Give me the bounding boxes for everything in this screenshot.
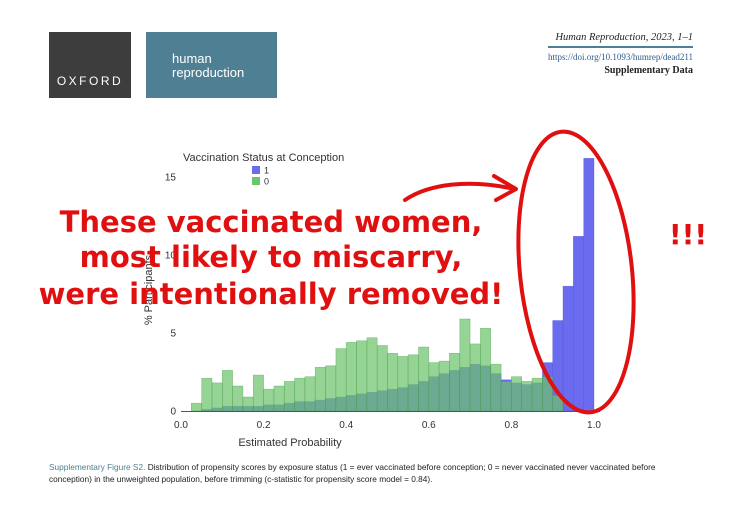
bar-series-0 — [345, 342, 357, 412]
y-axis-label: % Participants — [143, 254, 155, 325]
logo-line-1: human — [172, 51, 212, 66]
red-arrowhead-icon — [492, 174, 518, 202]
logo-line-2: reproduction — [172, 65, 245, 80]
legend-title: Vaccination Status at Conception — [183, 152, 344, 164]
bar-series-0 — [511, 376, 522, 412]
figure-caption: Supplementary Figure S2. Distribution of… — [49, 461, 699, 485]
bar-series-0 — [201, 377, 213, 412]
bar-series-0 — [366, 337, 378, 412]
doi-link[interactable]: https://doi.org/10.1093/humrep/dead211 — [548, 52, 693, 62]
legend-label-1: 1 — [264, 166, 269, 176]
highlight-ellipse — [516, 129, 636, 415]
y-tick-label: 15 — [165, 173, 177, 184]
legend-label-0: 0 — [264, 177, 269, 187]
x-tick-label: 0.2 — [257, 420, 271, 431]
bar-series-0 — [521, 381, 533, 412]
journal-citation: Human Reproduction, 2023, 1–1 — [548, 32, 693, 48]
caption-text: Distribution of propensity scores by exp… — [49, 462, 656, 484]
bar-series-0 — [376, 345, 388, 412]
bar-series-0 — [273, 385, 285, 412]
human-reproduction-logo: human reproduction — [146, 32, 277, 98]
oxford-logo: OXFORD — [49, 32, 131, 98]
bar-series-0 — [191, 402, 202, 412]
y-tick-label: 10 — [165, 251, 177, 262]
x-tick-label: 0.6 — [422, 420, 436, 431]
headline-line-1: These vaccinated women, — [60, 205, 483, 239]
legend-swatch-1 — [252, 166, 260, 174]
supplementary-label: Supplementary Data — [604, 65, 693, 76]
headline-line-3: were intentionally removed! — [39, 277, 504, 311]
bar-series-0 — [407, 354, 419, 412]
bar-series-0 — [222, 370, 233, 412]
bar-series-0 — [232, 385, 244, 412]
bar-series-0 — [500, 381, 512, 412]
x-tick-label: 0.0 — [174, 420, 188, 431]
bar-series-0 — [253, 374, 264, 412]
bar-series-0 — [387, 352, 399, 412]
y-tick-label: 5 — [170, 329, 176, 340]
series-0-bars — [191, 318, 564, 412]
bar-series-1 — [572, 236, 584, 412]
y-ticks: 0 5 10 15 — [165, 173, 177, 418]
bar-series-0 — [418, 346, 430, 412]
bar-series-0 — [304, 376, 316, 412]
bar-series-0 — [283, 381, 295, 412]
bar-series-0 — [294, 377, 306, 412]
bar-series-0 — [490, 363, 502, 412]
red-arrow — [403, 181, 512, 202]
journal-header: Human Reproduction, 2023, 1–1 https://do… — [548, 32, 693, 76]
caption-label: Supplementary Figure S2. — [49, 462, 146, 472]
bar-series-0 — [469, 343, 481, 412]
annotation-headline: These vaccinated women, most likely to m… — [39, 205, 504, 311]
bar-series-0 — [356, 340, 368, 412]
bar-series-0 — [263, 388, 275, 412]
bar-series-1 — [583, 158, 595, 412]
bar-series-0 — [397, 356, 409, 412]
x-axis-label: Estimated Probability — [238, 437, 342, 449]
bar-series-0 — [428, 362, 440, 412]
legend-swatch-0 — [252, 177, 260, 185]
exclamation-marks: !!! — [669, 218, 707, 251]
bar-series-0 — [531, 377, 543, 412]
bar-series-0 — [459, 318, 471, 412]
bar-series-0 — [480, 327, 491, 412]
bar-series-0 — [335, 348, 347, 412]
bar-series-1 — [562, 285, 574, 412]
bar-series-0 — [449, 352, 460, 412]
x-tick-label: 0.4 — [339, 420, 353, 431]
bar-series-0 — [314, 366, 326, 412]
x-tick-label: 0.8 — [504, 420, 518, 431]
oxford-logo-text: OXFORD — [56, 74, 124, 88]
bar-series-0 — [325, 365, 337, 412]
bar-series-0 — [242, 396, 254, 412]
y-tick-label: 0 — [170, 407, 176, 418]
headline-line-2: most likely to miscarry, — [80, 240, 463, 274]
bar-series-0 — [211, 382, 223, 412]
x-ticks: 0.0 0.2 0.4 0.6 0.8 1.0 — [174, 420, 601, 431]
bar-series-0 — [438, 360, 450, 412]
x-tick-label: 1.0 — [587, 420, 601, 431]
